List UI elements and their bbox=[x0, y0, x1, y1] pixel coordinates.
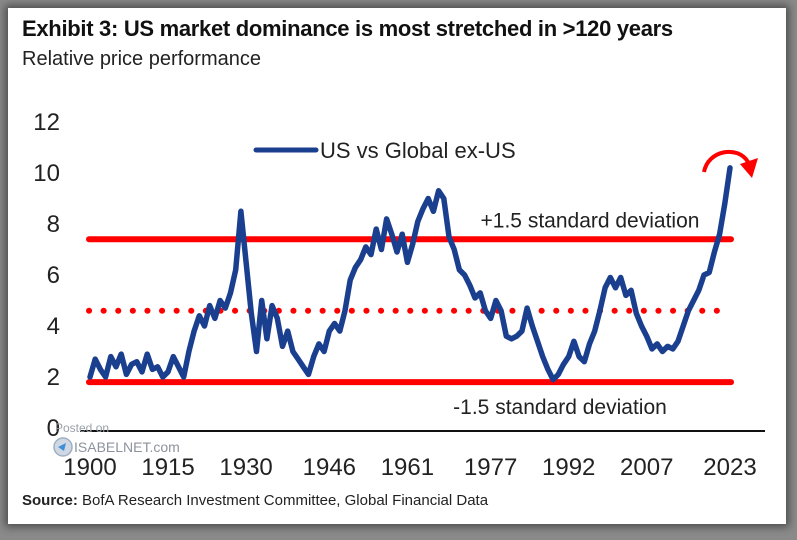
chart-subtitle: Relative price performance bbox=[22, 48, 261, 70]
x-tick-label: 1992 bbox=[542, 454, 595, 481]
arrow-arc bbox=[702, 149, 750, 173]
y-axis-ticks: 0 2 4 6 8 10 12 bbox=[33, 109, 60, 442]
reference-label: +1.5 standard deviation bbox=[481, 209, 700, 232]
x-tick-label: 2007 bbox=[620, 454, 673, 481]
x-tick-label: 1946 bbox=[303, 454, 356, 481]
chart-title: Exhibit 3: US market dominance is most s… bbox=[22, 16, 673, 41]
y-tick-label: 0 bbox=[47, 415, 60, 442]
legend: US vs Global ex-US bbox=[253, 138, 516, 163]
y-tick-label: 10 bbox=[33, 160, 60, 187]
reference-label: -1.5 standard deviation bbox=[453, 396, 667, 419]
x-tick-label: 1977 bbox=[464, 454, 517, 481]
reference-lines bbox=[86, 236, 734, 386]
y-tick-label: 4 bbox=[47, 313, 60, 340]
x-tick-label: 1930 bbox=[219, 454, 272, 481]
x-tick-label: 1961 bbox=[381, 454, 434, 481]
x-tick-label: 1915 bbox=[141, 454, 194, 481]
y-tick-label: 8 bbox=[47, 211, 60, 238]
x-tick-label: 1900 bbox=[63, 454, 116, 481]
reference-labels: +1.5 standard deviation -1.5 standard dev… bbox=[453, 209, 699, 419]
curved-arrow-icon bbox=[702, 149, 758, 178]
series-line-us-vs-global-ex-us bbox=[87, 165, 733, 383]
legend-label: US vs Global ex-US bbox=[320, 138, 516, 163]
x-axis-ticks: 1900 1915 1930 1946 1961 1977 1992 2007 2023 bbox=[63, 454, 756, 481]
source-note: Source: BofA Research Investment Committ… bbox=[22, 492, 488, 509]
source-text: BofA Research Investment Committee, Glob… bbox=[82, 492, 489, 509]
x-tick-label: 2023 bbox=[703, 454, 756, 481]
chart-card bbox=[8, 8, 786, 524]
watermark-line1: Posted on bbox=[55, 421, 109, 435]
source-label: Source: bbox=[22, 492, 78, 509]
y-tick-label: 2 bbox=[47, 364, 60, 391]
watermark: Posted on ISABELNET.com bbox=[53, 421, 180, 457]
y-tick-label: 6 bbox=[47, 262, 60, 289]
arrow-head bbox=[740, 158, 758, 178]
watermark-bird-icon bbox=[58, 443, 66, 451]
y-tick-label: 12 bbox=[33, 109, 60, 136]
watermark-line2: ISABELNET.com bbox=[74, 439, 180, 455]
